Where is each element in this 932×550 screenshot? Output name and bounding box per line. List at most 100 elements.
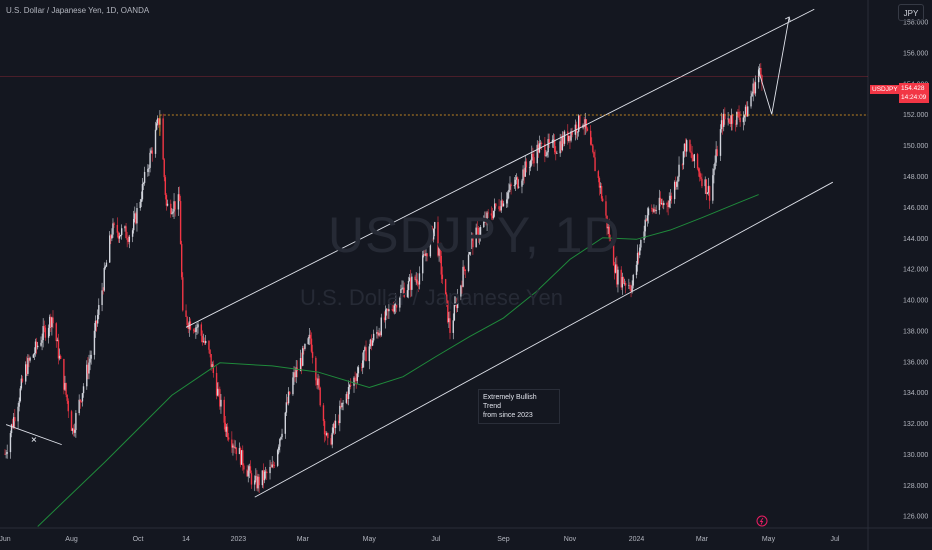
candle-body [165, 194, 168, 206]
candle-body [117, 232, 120, 239]
candle-body [668, 200, 670, 208]
symbol-header: U.S. Dollar / Japanese Yen, 1D, OANDA [6, 6, 150, 15]
candle-body [285, 402, 288, 413]
candle-body [509, 184, 511, 190]
candle-body [239, 448, 242, 465]
candle-body [377, 332, 379, 336]
candle-body [18, 401, 20, 407]
candle-body [70, 411, 73, 431]
candle-body [308, 334, 310, 339]
candle-body [319, 387, 321, 406]
candle-body [606, 215, 608, 229]
candle-body [78, 399, 80, 414]
candle-body [601, 198, 604, 202]
candle-body [689, 140, 691, 152]
candle-body [589, 130, 592, 145]
candle-body [13, 417, 15, 428]
candle-body [342, 402, 344, 404]
candle-body [194, 330, 196, 332]
candle-body [172, 211, 174, 214]
candle-body [185, 310, 187, 317]
candle-body [525, 161, 528, 168]
candle-body [708, 186, 711, 201]
candle-body [608, 226, 610, 239]
candle-body [546, 152, 548, 156]
price-tick-label: 148.000 [903, 174, 928, 181]
candle-body [49, 316, 51, 328]
candle-body [353, 377, 355, 386]
candle-body [242, 450, 244, 466]
candle-body [513, 185, 516, 187]
candle-body [563, 131, 566, 144]
candle-body [182, 277, 184, 311]
candle-body [63, 358, 65, 390]
candle-body [151, 150, 153, 154]
candle-body [675, 182, 677, 187]
candle-body [518, 186, 520, 188]
candle-body [134, 213, 136, 219]
candle-body [384, 309, 387, 321]
candle-body [616, 264, 618, 285]
candle-body [55, 323, 57, 342]
candle-body [471, 236, 473, 241]
candle-body [440, 255, 442, 275]
candle-body [460, 285, 462, 297]
candle-body [25, 364, 27, 382]
candle-body [751, 93, 753, 97]
candle-body [577, 115, 580, 132]
candle-body [629, 285, 631, 289]
candle-body [97, 314, 99, 324]
candle-body [506, 199, 508, 204]
candle-body [418, 273, 421, 285]
candle-body [209, 349, 211, 355]
candle-body [128, 236, 131, 242]
candle-body [210, 354, 212, 367]
candle-body [202, 341, 205, 342]
candle-body [416, 279, 418, 284]
candle-body [196, 327, 198, 328]
candle-body [613, 265, 616, 273]
candle-body [624, 283, 627, 286]
candle-body [21, 378, 24, 382]
candle-body [378, 333, 380, 336]
candle-body [226, 426, 229, 438]
candle-body [744, 106, 747, 115]
time-tick-label: Sep [497, 536, 510, 543]
candle-body [37, 345, 39, 348]
candle-body [700, 177, 702, 179]
candle-body [479, 227, 482, 235]
candle-body [271, 464, 273, 468]
candle-body [292, 377, 294, 395]
candle-body [636, 252, 639, 265]
candle-body [170, 203, 172, 214]
candle-body [155, 123, 158, 130]
candle-body [539, 142, 542, 144]
candle-body [540, 142, 543, 144]
candle-body [644, 219, 646, 232]
candle-body [177, 194, 180, 210]
candle-body [113, 223, 115, 225]
candle-body [424, 254, 426, 256]
currency-button[interactable]: JPY [898, 4, 924, 21]
candle-body [101, 290, 103, 306]
candle-body [739, 117, 741, 123]
candle-body [727, 118, 729, 120]
time-tick-label: Jul [431, 536, 440, 543]
candle-body [341, 402, 343, 408]
candle-body [393, 305, 396, 312]
candle-body [553, 139, 556, 153]
candle-body [455, 302, 458, 309]
candle-body [516, 177, 519, 188]
candle-body [227, 437, 230, 440]
candle-body [50, 316, 52, 328]
candle-body [678, 164, 680, 177]
candle-body [571, 131, 573, 135]
candle-body [670, 195, 673, 200]
candle-body [500, 200, 502, 211]
trend-annotation[interactable]: Extremely Bullish Trend from since 2023 [478, 389, 560, 424]
candle-body [235, 447, 237, 455]
candle-body [684, 143, 687, 152]
candle-body [562, 136, 565, 144]
candle-body [462, 266, 464, 287]
